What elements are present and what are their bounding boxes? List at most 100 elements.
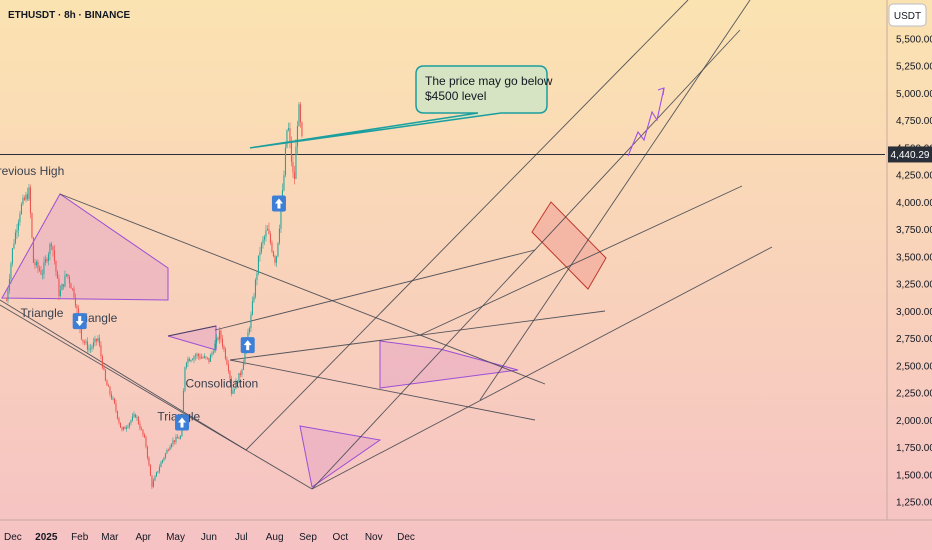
trendline-layer xyxy=(0,0,885,490)
candle-body xyxy=(290,141,293,162)
candle-body xyxy=(7,290,9,301)
candle-body xyxy=(13,243,15,249)
candle-body xyxy=(293,172,296,179)
candle-body xyxy=(55,260,57,272)
y-tick-label: 2,750.00 xyxy=(896,334,932,345)
candle-body xyxy=(19,213,21,222)
arrow-up-icon xyxy=(274,198,283,209)
pattern-consolidation xyxy=(379,340,519,389)
y-tick-label: 3,750.00 xyxy=(896,225,932,236)
candle-body xyxy=(203,356,206,358)
candle-body xyxy=(17,221,20,231)
candle-body xyxy=(296,126,299,147)
candle-body xyxy=(230,378,233,394)
y-tick-label: 2,000.00 xyxy=(896,416,932,427)
candle-body xyxy=(298,104,300,127)
candle-body xyxy=(131,416,134,421)
candle-body xyxy=(196,354,198,356)
signal-up-arrow-badge xyxy=(271,195,286,212)
candle-body xyxy=(22,197,24,205)
candle-body xyxy=(140,428,143,430)
candle-body xyxy=(10,263,12,280)
candle-body xyxy=(184,367,186,391)
candle-body xyxy=(62,284,65,287)
candle-body xyxy=(172,440,174,444)
trendline-5 xyxy=(245,0,689,451)
signal-up-arrow-badge xyxy=(175,414,190,431)
candle-body xyxy=(95,338,98,341)
candle-body xyxy=(287,128,290,130)
candle-body xyxy=(122,427,125,430)
candle-body xyxy=(74,297,77,306)
x-tick-label: Nov xyxy=(365,532,383,543)
candle-body xyxy=(199,356,201,359)
candle-body xyxy=(242,361,245,370)
candle-body xyxy=(107,385,110,387)
candle-body xyxy=(254,279,257,297)
currency-badge-box[interactable] xyxy=(888,3,927,27)
arrow-up-icon xyxy=(243,340,252,351)
y-tick-label: 5,250.00 xyxy=(896,62,932,73)
candle-body xyxy=(40,270,42,275)
candle-body xyxy=(94,338,96,343)
trendline-9 xyxy=(311,246,773,490)
candle-body xyxy=(89,348,92,350)
candle-body xyxy=(266,229,269,231)
currency-badge[interactable]: USDT xyxy=(888,3,927,27)
candle-body xyxy=(205,356,207,358)
candle-body xyxy=(125,427,128,429)
candle-body xyxy=(121,427,123,430)
candle-body xyxy=(190,360,192,362)
y-tick-label: 4,000.00 xyxy=(896,198,932,209)
candle-body xyxy=(238,373,240,383)
candle-body xyxy=(101,356,104,368)
candle-body xyxy=(283,175,285,191)
candle-body xyxy=(197,354,200,357)
candle-body xyxy=(241,369,243,375)
annotation-label: Previous High xyxy=(0,164,64,178)
candle-body xyxy=(217,337,219,340)
candle-body xyxy=(178,438,180,440)
candle-body xyxy=(112,398,114,400)
candle-body xyxy=(76,305,78,309)
candle-body xyxy=(142,429,144,435)
candle-body xyxy=(259,252,261,256)
signal-down-arrow-badge xyxy=(72,313,87,330)
trendline-3 xyxy=(0,304,313,490)
candle-body xyxy=(16,230,18,233)
candle-body xyxy=(202,357,204,359)
candle-body xyxy=(176,436,179,439)
candle-body xyxy=(46,259,48,262)
candle-body xyxy=(110,394,113,399)
candle-body xyxy=(88,348,90,350)
candle-body xyxy=(271,242,273,252)
trendline-1 xyxy=(0,299,247,451)
candle-body xyxy=(29,187,32,214)
candle-body xyxy=(155,472,158,477)
candle-body xyxy=(106,380,108,386)
candle-body xyxy=(124,427,126,429)
y-tick-label: 3,250.00 xyxy=(896,280,932,291)
candle-body xyxy=(152,480,155,487)
candle-body xyxy=(167,449,170,451)
trendline-12 xyxy=(479,0,751,401)
candle-body xyxy=(214,343,216,353)
candle-body xyxy=(26,194,29,200)
candle-body xyxy=(211,352,213,355)
candle-body xyxy=(299,104,302,123)
y-tick-label: 5,000.00 xyxy=(896,89,932,100)
currency-badge-label: USDT xyxy=(894,11,921,22)
current-price-label: 4,440.29 xyxy=(891,150,930,161)
annotation-label: Triangle xyxy=(21,306,64,320)
candle-body xyxy=(226,358,228,365)
trendline-8 xyxy=(229,310,606,361)
candle-body xyxy=(166,449,168,454)
candle-body xyxy=(73,288,75,298)
candle-body xyxy=(247,332,249,339)
candle-body xyxy=(200,357,203,359)
x-tick-label: May xyxy=(166,532,185,543)
candle-body xyxy=(137,417,140,424)
